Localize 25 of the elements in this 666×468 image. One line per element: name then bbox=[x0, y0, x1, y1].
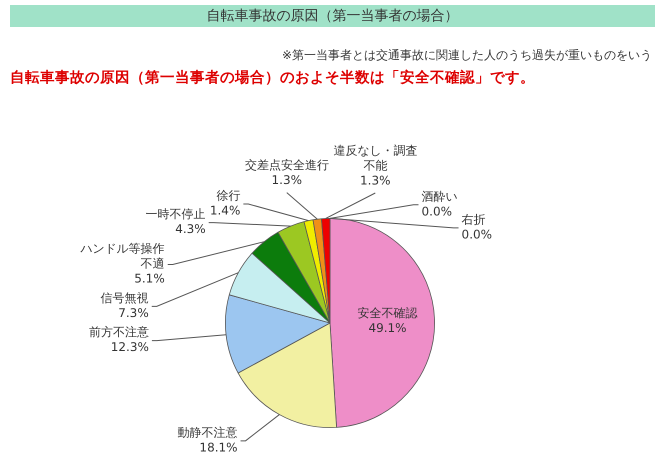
data-label: 12.3% bbox=[110, 340, 149, 354]
data-label: 1.3% bbox=[272, 173, 302, 188]
text: 0.0% bbox=[462, 228, 492, 242]
text: 0.0% bbox=[422, 204, 452, 218]
slice-label: ハンドル等操作不適 bbox=[80, 242, 165, 271]
slice-label: 交差点安全進行 bbox=[244, 158, 329, 172]
slice-label: 信号無視 bbox=[100, 291, 149, 306]
data-label: 1.3% bbox=[360, 174, 391, 188]
data-label: 18.1% bbox=[199, 440, 238, 454]
data-label: 49.1% bbox=[368, 320, 407, 335]
text: ※第一当事者とは交通事故に関連した人のうち過失が重いものをいう bbox=[282, 47, 652, 64]
category-label: 右折 bbox=[462, 212, 486, 227]
chart-title: 自転車事故の原因（第一当事者の場合） bbox=[10, 5, 655, 27]
data-label: 7.3% bbox=[118, 306, 149, 320]
slice-label: 違反なし・調査不能 bbox=[333, 144, 418, 173]
slice-label: 安全不確認 bbox=[358, 306, 418, 320]
chart-subtitle: 自転車事故の原因（第一当事者の場合）のおよそ半数は「安全不確認」です。 bbox=[10, 68, 535, 87]
data-label: 1.4% bbox=[210, 204, 240, 218]
slice-label: 一時不停止 bbox=[146, 207, 206, 222]
category-label: 酒酔い bbox=[422, 189, 458, 204]
slice-label: 徐行 bbox=[216, 188, 240, 203]
slice-label: 前方不注意 bbox=[88, 325, 149, 340]
slice-label: 動静不注意 bbox=[178, 425, 238, 440]
data-label: 4.3% bbox=[175, 222, 206, 236]
data-label: 5.1% bbox=[134, 272, 165, 286]
